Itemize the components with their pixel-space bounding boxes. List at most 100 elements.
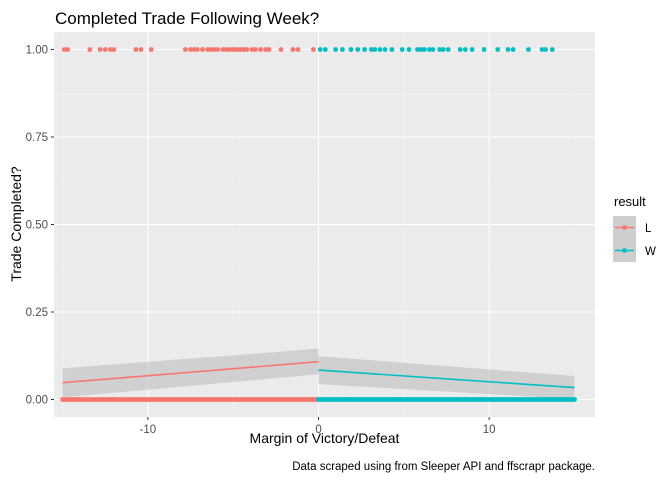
point-L-y1: [87, 47, 93, 52]
legend-entries: LW: [613, 216, 656, 262]
point-W-y1: [317, 47, 323, 52]
point-W-y1: [427, 47, 432, 52]
y-tick-label: 0.50: [26, 220, 48, 232]
point-L-y1: [61, 47, 67, 52]
point-L-y1: [278, 47, 284, 52]
legend-entry-W: W: [613, 239, 656, 262]
point-L-y1: [234, 47, 240, 52]
ribbon-L: [62, 348, 319, 398]
point-L-y1: [148, 47, 154, 52]
fit-lines: [62, 360, 575, 389]
legend-label: L: [645, 223, 652, 235]
fit-line-W: [318, 369, 575, 389]
point-L-y1: [138, 47, 144, 52]
point-L-y1: [107, 47, 113, 52]
legend-key-point: [622, 225, 627, 230]
point-W-y0: [572, 397, 577, 402]
point-L-y1: [266, 47, 272, 52]
point-W-y1: [505, 47, 511, 52]
confidence-ribbons: [62, 348, 575, 400]
point-W-y1: [440, 47, 446, 52]
legend-title: result: [614, 194, 646, 209]
point-W-y1: [549, 47, 555, 52]
point-L-y1: [215, 47, 221, 52]
point-W-y1: [355, 47, 361, 52]
point-W-y1: [382, 47, 388, 52]
point-W-y1: [377, 47, 383, 52]
point-W-y1: [415, 47, 420, 52]
point-L-y1: [194, 47, 200, 52]
point-W-y1: [539, 47, 545, 52]
y-tick-label: 0.75: [26, 132, 48, 144]
legend-label: W: [645, 246, 656, 258]
point-L-y1: [258, 47, 263, 52]
y-tick-label: 0.00: [26, 395, 48, 407]
point-W-y1: [421, 47, 427, 52]
point-L-y1: [111, 47, 117, 52]
legend-key-point: [622, 248, 627, 253]
point-L-y1: [205, 47, 210, 52]
point-L-y1: [212, 47, 217, 52]
point-L-y1: [97, 47, 103, 52]
x-tick-label: 10: [483, 424, 496, 436]
point-L-y1: [65, 47, 71, 52]
point-L-y1: [244, 47, 250, 52]
point-W-y1: [430, 47, 436, 52]
point-L-y1: [311, 47, 316, 52]
point-W-y1: [399, 47, 405, 52]
point-L-y1: [237, 47, 243, 52]
point-L-y1: [290, 47, 296, 52]
point-W-y1: [340, 47, 345, 52]
point-L-y1: [200, 47, 205, 52]
point-L-y1: [191, 47, 197, 52]
x-tick-label: 0: [315, 424, 321, 436]
data-points: [60, 47, 577, 402]
point-L-y1: [133, 47, 139, 52]
point-W-y1: [418, 47, 424, 52]
point-L-y1: [102, 47, 108, 52]
point-W-y1: [462, 47, 468, 52]
point-W-y1: [372, 47, 378, 52]
point-W-y1: [543, 47, 548, 52]
point-L-y1: [241, 47, 246, 52]
point-L-y1: [208, 47, 214, 52]
point-L-y1: [230, 47, 236, 52]
point-W-y1: [406, 47, 412, 52]
point-L-y1: [252, 47, 258, 52]
x-axis-title: Margin of Victory/Defeat: [250, 430, 400, 446]
chart-title: Completed Trade Following Week?: [55, 9, 319, 28]
point-W-y1: [348, 47, 354, 52]
point-W-y1: [389, 47, 395, 52]
y-axis-title: Trade Completed?: [8, 166, 24, 282]
point-W-y1: [333, 47, 338, 52]
point-L-y1: [227, 47, 233, 52]
point-L-y1: [223, 47, 229, 52]
point-W-y1: [457, 47, 463, 52]
point-W-y1: [322, 47, 328, 52]
y-tick-label: 0.25: [26, 307, 48, 319]
point-L-y1: [183, 47, 188, 52]
point-W-y1: [369, 47, 374, 52]
point-W-y1: [481, 47, 487, 52]
point-W-y1: [469, 47, 475, 52]
chart-caption: Data scraped using from Sleeper API and …: [292, 461, 595, 473]
point-W-y1: [437, 47, 443, 52]
point-W-y1: [510, 47, 516, 52]
point-W-y1: [362, 47, 368, 52]
y-tick-label: 1.00: [26, 45, 48, 57]
legend: result LW: [613, 194, 656, 262]
ribbon-W: [318, 356, 575, 400]
point-W-y1: [495, 47, 501, 52]
point-L-y1: [188, 47, 193, 52]
point-W-y1: [445, 47, 451, 52]
x-tick-label: -10: [140, 424, 157, 436]
point-W-y1: [526, 47, 531, 52]
axis-ticks: 0.00 0.25 0.50 0.75 1.00 -10 0 10: [26, 45, 496, 437]
legend-entry-L: L: [613, 216, 652, 239]
point-L-y1: [295, 47, 301, 52]
point-L-y1: [249, 47, 255, 52]
point-L-y1: [220, 47, 226, 52]
fit-line-L: [62, 360, 319, 384]
